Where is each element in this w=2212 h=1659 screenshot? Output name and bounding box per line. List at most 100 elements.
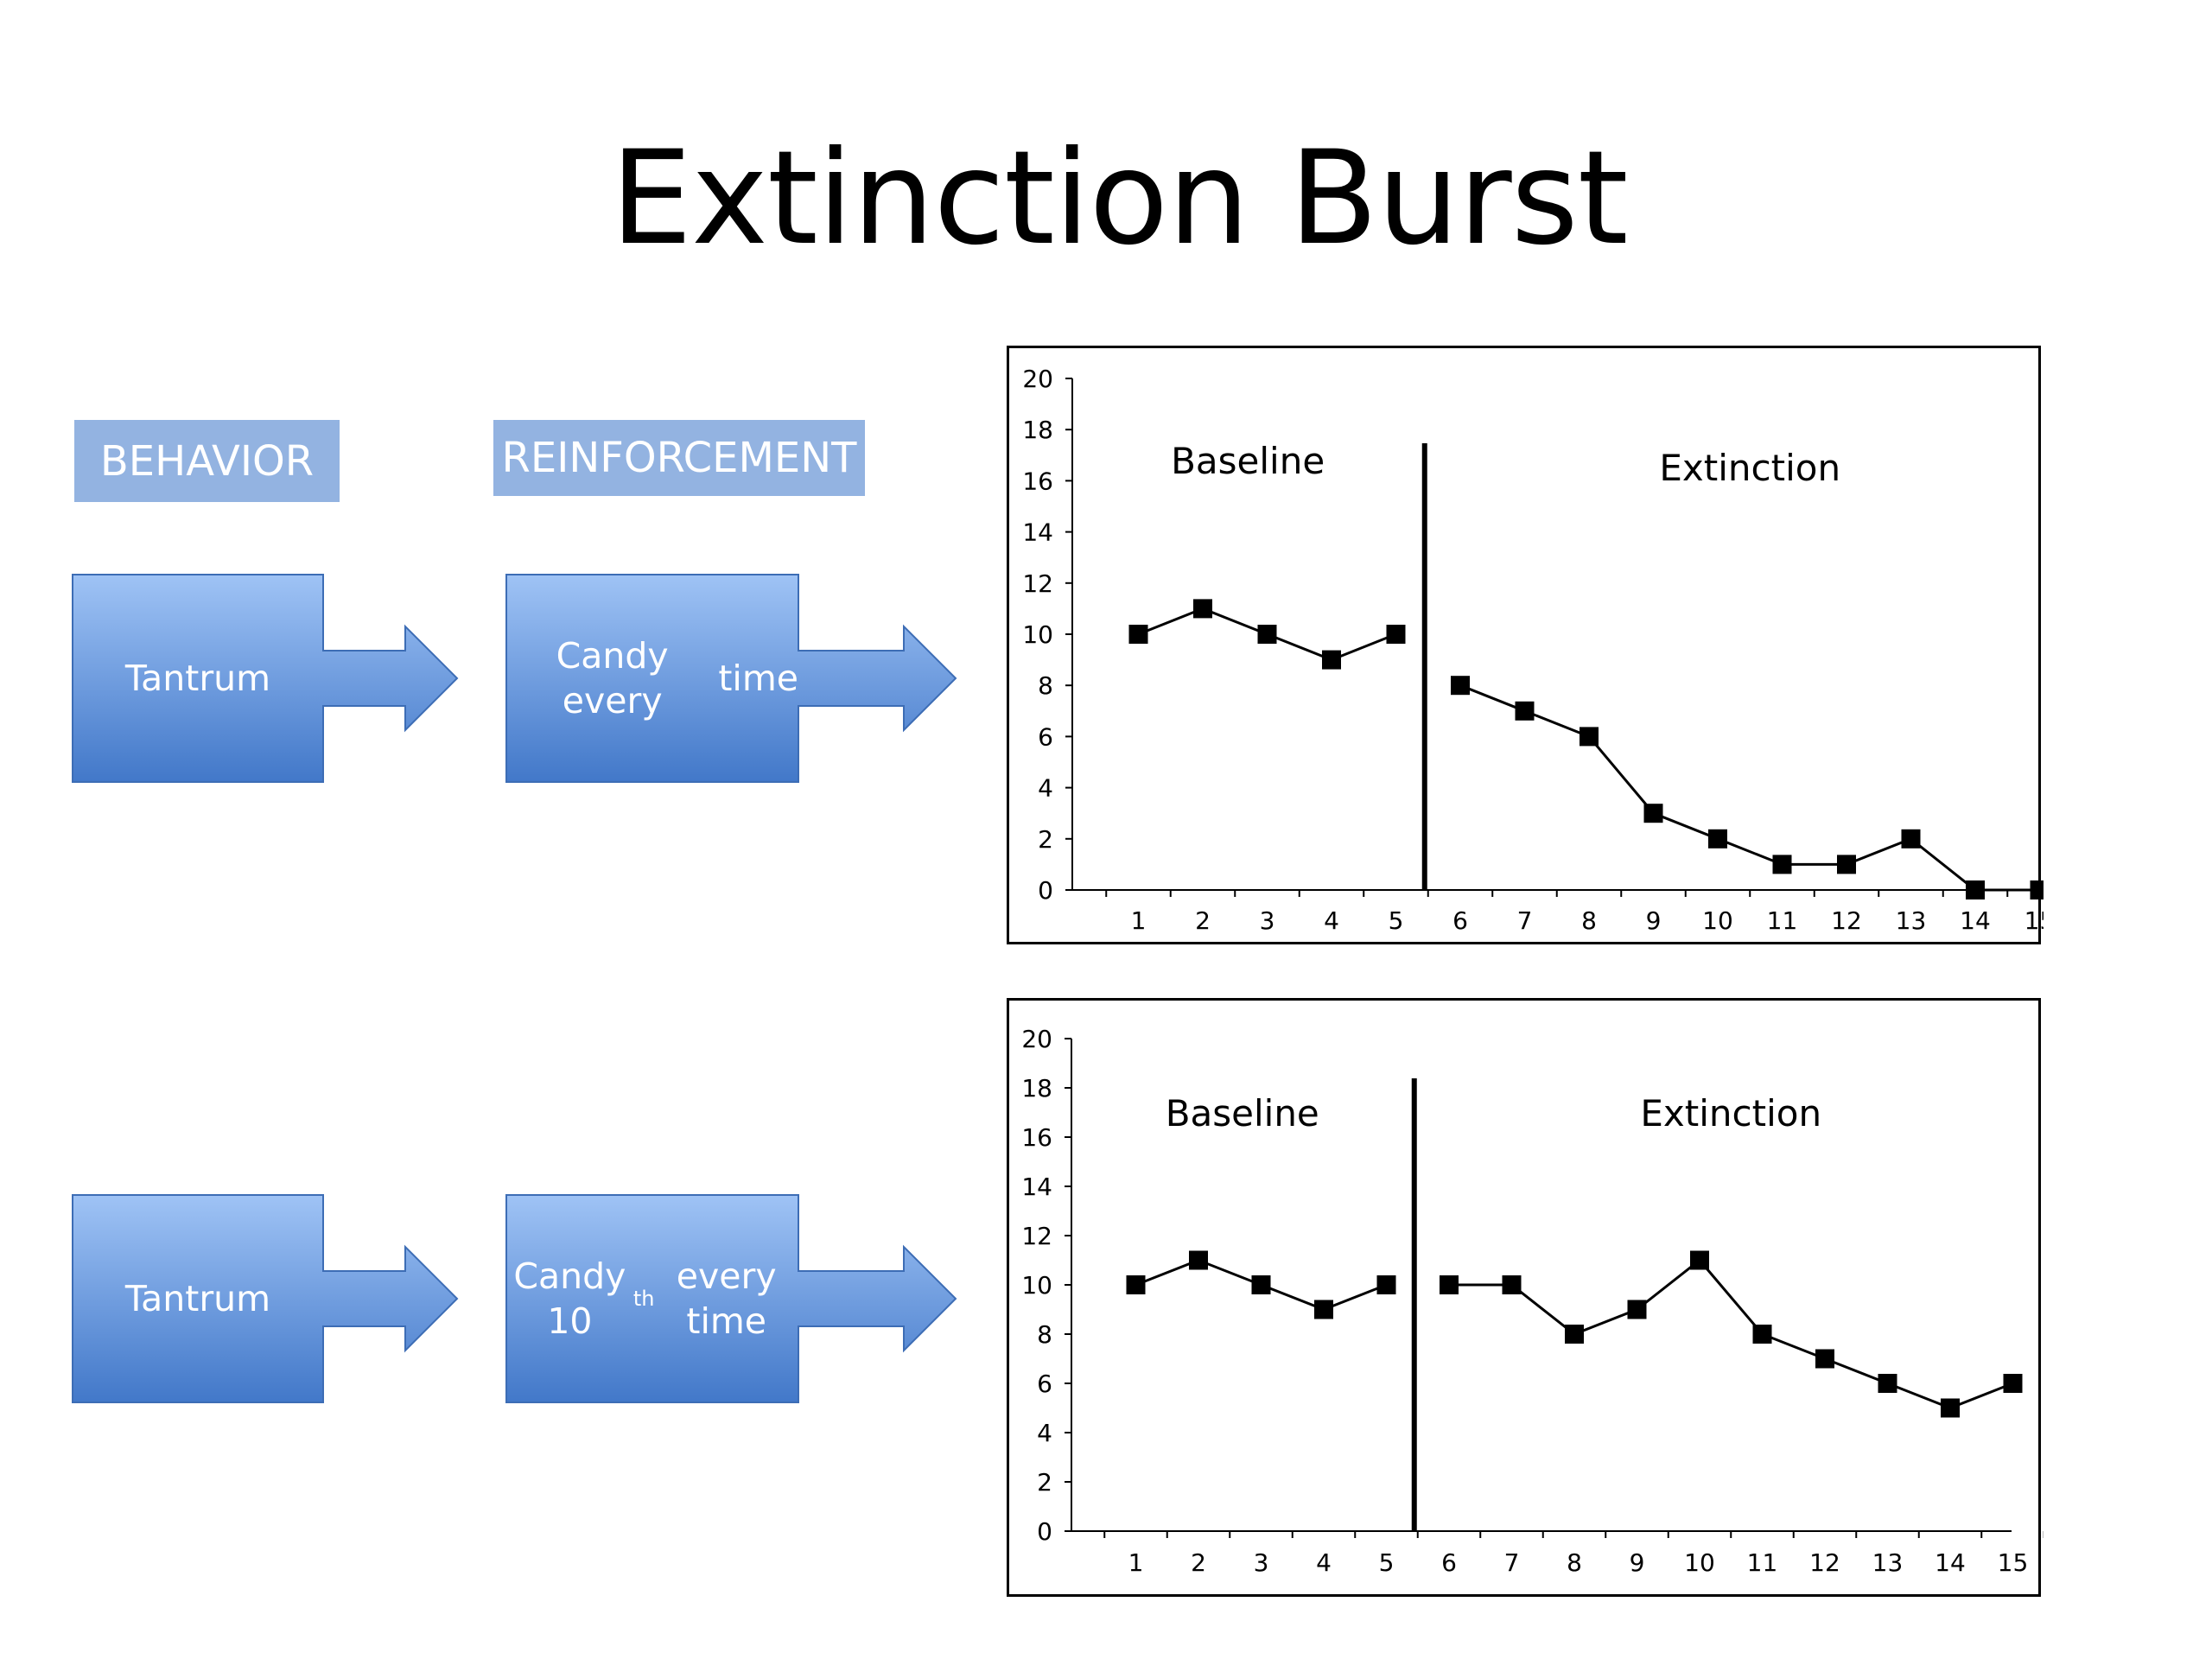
data-point [1440,1275,1459,1294]
slide-title: Extinction Burst [610,124,1628,274]
data-point [1515,701,1535,721]
data-point [1941,1398,1960,1418]
data-point [1708,829,1727,849]
reinforcement-line-1: Candy 10 [513,1255,626,1342]
reinforcement-sup: th [632,1286,655,1311]
x-tick-label: 8 [1567,1548,1582,1577]
x-tick-label: 12 [1809,1548,1840,1577]
data-point [1193,599,1212,619]
y-tick-label: 12 [1021,1222,1052,1250]
reinforcement-line-2: every time [676,1255,777,1342]
phase-label-extinction: Extinction [1640,1092,1821,1135]
arrow-shape [72,1194,459,1403]
y-tick-label: 2 [1038,825,1053,854]
reinforcement-header: REINFORCEMENT [493,420,865,496]
y-tick-label: 0 [1038,876,1053,905]
x-tick-label: 6 [1452,906,1468,935]
y-tick-label: 14 [1021,1173,1052,1201]
data-point [1376,1275,1396,1294]
data-point [1565,1325,1584,1344]
x-tick-label: 14 [1960,906,1991,935]
data-point [1752,1325,1772,1344]
data-point [1386,625,1406,644]
reinforcement-label: Candy every time [506,575,798,782]
x-tick-label: 15 [2024,906,2044,935]
phase-label-extinction: Extinction [1659,447,1840,489]
x-tick-label: 12 [1831,906,1862,935]
x-tick-label: 11 [1747,1548,1778,1577]
y-tick-label: 10 [1021,1271,1052,1300]
data-point [1502,1275,1522,1294]
series-line-extinction [1449,1258,2014,1410]
data-point [1878,1374,1897,1393]
x-tick-label: 10 [1702,906,1733,935]
x-tick-label: 4 [1316,1548,1332,1577]
data-point [1690,1250,1709,1270]
x-tick-label: 7 [1504,1548,1520,1577]
y-tick-label: 0 [1037,1517,1052,1546]
behavior-label: Tantrum [124,657,271,699]
data-point [1251,1275,1271,1294]
phase-label-baseline: Baseline [1171,440,1325,482]
data-point [1772,855,1792,874]
reinforcement-arrow-row-1: Candy every time [505,574,957,783]
x-tick-label: 13 [1896,906,1927,935]
data-point [1314,1300,1333,1319]
x-tick-label: 9 [1646,906,1662,935]
data-point [1966,880,1985,899]
x-tick-label: 5 [1379,1548,1395,1577]
data-point [1189,1250,1208,1270]
y-tick-label: 16 [1021,1123,1052,1152]
y-tick-label: 8 [1037,1320,1052,1349]
x-tick-label: 5 [1389,906,1404,935]
y-tick-label: 20 [1021,1025,1052,1053]
data-point [1126,1275,1146,1294]
x-tick-label: 13 [1872,1548,1904,1577]
data-point [1643,804,1663,823]
y-tick-label: 16 [1022,467,1053,495]
phase-label-baseline: Baseline [1166,1092,1319,1135]
y-tick-label: 2 [1037,1468,1052,1497]
x-tick-label: 3 [1254,1548,1269,1577]
x-tick-label: 8 [1581,906,1597,935]
y-tick-label: 14 [1022,518,1053,547]
data-point [1627,1300,1647,1319]
y-tick-label: 6 [1037,1370,1052,1398]
y-tick-label: 10 [1022,620,1053,649]
x-tick-label: 7 [1517,906,1533,935]
data-point [1815,1349,1834,1369]
x-tick-label: 1 [1128,1548,1144,1577]
arrow-shape [72,574,459,783]
data-point [1128,625,1148,644]
x-tick-label: 11 [1767,906,1798,935]
y-tick-label: 18 [1021,1074,1052,1103]
x-tick-label: 10 [1684,1548,1715,1577]
y-tick-label: 4 [1038,774,1053,803]
y-tick-label: 6 [1038,722,1053,751]
x-tick-label: 3 [1260,906,1275,935]
data-point [1901,829,1921,849]
behavior-label: Tantrum [124,1277,271,1319]
x-tick-label: 9 [1630,1548,1645,1577]
x-tick-label: 15 [1998,1548,2029,1577]
series-line-extinction [1459,683,2040,892]
x-tick-label: 2 [1195,906,1211,935]
x-tick-label: 6 [1441,1548,1457,1577]
reinforcement-line-1: Candy every [556,634,669,721]
arrow-shape [505,1194,957,1403]
y-tick-label: 8 [1038,671,1053,700]
data-point [1837,855,1856,874]
x-tick-label: 4 [1324,906,1339,935]
y-tick-label: 18 [1022,416,1053,444]
y-tick-label: 12 [1022,569,1053,598]
data-point [1322,650,1341,670]
y-tick-label: 20 [1022,365,1053,393]
line-chart-bottom: 0 2 4 6 8 10 12 14 16 18 20 1 2 3 4 5 6 7 8 9 10 11 12 13 14 15 Ba… [1007,998,2044,1597]
data-point [1580,727,1599,747]
chart-svg: 02468101214161820123456789101112131415Ba… [1022,365,2044,935]
x-tick-label: 14 [1935,1548,1966,1577]
data-point [2030,880,2044,899]
